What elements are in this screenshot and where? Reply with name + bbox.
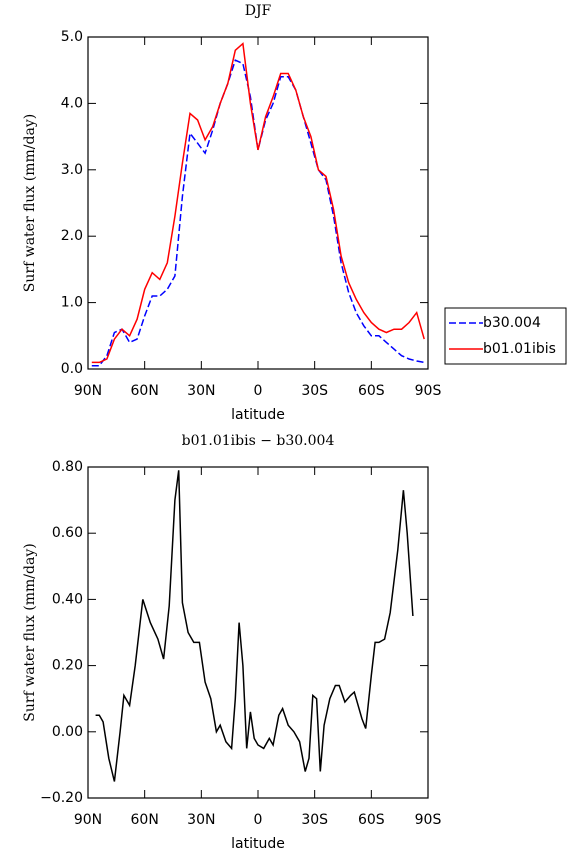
y-axis-label: Surf water flux (mm/day) <box>22 543 38 721</box>
chart-title: b01.01ibis − b30.004 <box>182 433 335 449</box>
x-tick-label: 60N <box>131 812 159 828</box>
y-tick-label: 3.0 <box>61 162 83 178</box>
y-tick-label: 4.0 <box>61 95 83 111</box>
y-tick-label: 0.40 <box>52 591 83 607</box>
x-tick-label: 90S <box>415 383 442 399</box>
y-tick-label: −0.20 <box>40 790 83 806</box>
x-tick-label: 90S <box>415 812 442 828</box>
y-tick-label: 0.60 <box>52 525 83 541</box>
x-tick-label: 30S <box>301 812 328 828</box>
legend-box <box>444 307 567 365</box>
data-line <box>91 42 425 364</box>
chart-title: DJF <box>245 3 272 19</box>
y-tick-label: 0.20 <box>52 658 83 674</box>
y-tick-label: 2.0 <box>61 228 83 244</box>
x-axis-label: latitude <box>231 836 285 852</box>
x-tick-label: 30N <box>187 383 215 399</box>
x-tick-label: 90N <box>74 383 102 399</box>
y-tick-label: 0.0 <box>61 361 83 377</box>
y-tick-label: 1.0 <box>61 295 83 311</box>
x-tick-label: 0 <box>254 812 263 828</box>
x-tick-label: 60N <box>131 383 159 399</box>
data-line <box>91 59 425 367</box>
x-axis-label: latitude <box>231 407 285 423</box>
plot-frame <box>87 466 429 799</box>
legend-label: b01.01ibis <box>483 341 556 357</box>
x-tick-label: 90N <box>74 812 102 828</box>
x-tick-label: 60S <box>358 383 385 399</box>
legend-label: b30.004 <box>483 315 541 331</box>
y-axis-label: Surf water flux (mm/day) <box>22 114 38 292</box>
x-tick-label: 60S <box>358 812 385 828</box>
data-line <box>95 470 414 782</box>
x-tick-label: 0 <box>254 383 263 399</box>
y-tick-label: 0.00 <box>52 724 83 740</box>
x-tick-label: 30S <box>301 383 328 399</box>
y-tick-label: 5.0 <box>61 29 83 45</box>
plot-frame <box>87 36 429 370</box>
y-tick-label: 0.80 <box>52 459 83 475</box>
x-tick-label: 30N <box>187 812 215 828</box>
